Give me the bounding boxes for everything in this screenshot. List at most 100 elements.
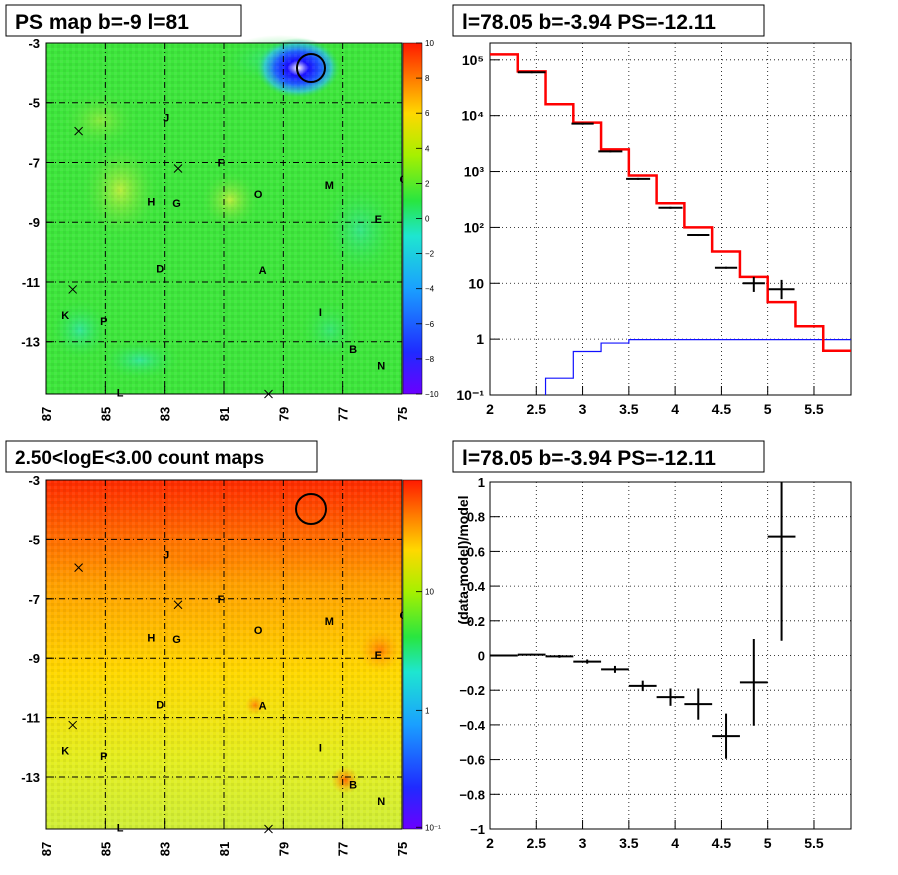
x-tick-label: 4 <box>671 835 679 851</box>
cross-marker <box>74 126 83 136</box>
y-tick-label: 10² <box>464 219 485 235</box>
y-tick-label: 0.4 <box>467 579 486 594</box>
count-colorbar-labels: 10 1 10⁻¹ <box>416 588 441 832</box>
y-tick-label: 0.8 <box>467 510 485 525</box>
residual-axis-ticks: 1 0.8 0.6 0.4 0.2 0 −0.2 −0.4 −0.6 −0.8 −12 2.5 3 3.5… <box>459 475 824 851</box>
x-tick-label: 3.5 <box>619 835 639 851</box>
spectrum-panel: l=78.05 b=-3.94 PS=-12.11 10⁻¹11010²10³1… <box>452 4 852 417</box>
x-tick-label: 5.5 <box>804 401 824 417</box>
source-label: P <box>100 751 107 763</box>
y-tick-label: 1 <box>478 475 485 490</box>
source-label: F <box>218 594 225 606</box>
ps-map-grid <box>46 43 402 394</box>
source-label: E <box>375 214 382 226</box>
x-tick-label: 3 <box>579 401 587 417</box>
cross-marker <box>74 563 83 572</box>
colorbar-label: −10 <box>425 390 439 399</box>
map-y-tick-label: -7 <box>28 592 40 607</box>
colorbar-label: −8 <box>425 355 435 364</box>
x-tick-label: 2 <box>486 835 494 851</box>
count-map-grid <box>46 480 402 829</box>
source-label: G <box>172 198 181 210</box>
source-label: H <box>147 632 155 644</box>
spectrum-title: l=78.05 b=-3.94 PS=-12.11 <box>462 11 716 34</box>
spectrum-axis-ticks: 10⁻¹ 1 10 10² 10³ 10⁴ 10⁵ 2 2.5 3 3.5 4 4.5 5 5.5 <box>456 52 824 417</box>
map-y-tick-label: -11 <box>22 275 40 290</box>
map-x-tick-label: 77 <box>336 842 351 856</box>
source-label: L <box>117 823 124 835</box>
x-tick-label: 3 <box>579 835 587 851</box>
source-label: N <box>377 796 385 808</box>
map-x-tick-label: 85 <box>98 842 113 856</box>
count-map-title: 2.50<logE<3.00 count maps <box>15 448 264 469</box>
colorbar-label: −6 <box>425 320 435 329</box>
x-tick-label: 3.5 <box>619 401 639 417</box>
source-label: A <box>259 701 267 713</box>
map-x-tick-label: 81 <box>217 842 232 856</box>
source-label: G <box>172 634 181 646</box>
x-tick-label: 4.5 <box>712 835 732 851</box>
source-marker-circle <box>296 53 326 83</box>
count-map-labels: JFHGOMCEDAIKPBNL <box>61 549 407 834</box>
count-map-x-ticks: 87 85 83 81 79 77 75 <box>39 821 410 856</box>
y-tick-label: −1 <box>470 822 485 837</box>
source-label: B <box>349 779 357 791</box>
map-y-tick-label: -9 <box>28 215 40 230</box>
cross-marker <box>68 720 78 730</box>
source-label: O <box>254 625 263 637</box>
map-x-tick-label: 81 <box>217 407 232 421</box>
cross-marker <box>173 600 183 610</box>
count-map-y-ticks: -3 -5 -7 -9 -11 -13 <box>21 473 54 785</box>
colorbar-label: 8 <box>425 74 430 83</box>
map-y-tick-label: -13 <box>21 335 40 350</box>
y-tick-label: 0.6 <box>467 544 485 559</box>
source-label: K <box>61 310 69 322</box>
ps-map-x-ticks: 87 85 83 81 79 77 75 <box>39 386 410 421</box>
map-y-tick-label: -3 <box>28 36 40 51</box>
map-x-tick-label: 87 <box>39 842 54 856</box>
count-map-title-box <box>5 440 318 473</box>
source-label: M <box>325 180 334 192</box>
map-y-tick-label: -3 <box>28 473 40 488</box>
colorbar-label: 4 <box>425 144 430 153</box>
y-tick-label: −0.6 <box>459 753 485 768</box>
y-tick-label: 10⁻¹ <box>456 387 484 403</box>
source-label: P <box>100 316 107 328</box>
source-label: O <box>254 189 263 201</box>
colorbar-label: 10 <box>425 588 434 597</box>
colorbar-label: −2 <box>425 250 435 259</box>
x-tick-label: 5 <box>764 835 772 851</box>
source-label: F <box>218 157 225 169</box>
source-label: I <box>319 307 322 319</box>
x-tick-label: 4.5 <box>712 401 732 417</box>
source-label: L <box>117 388 124 400</box>
map-x-tick-label: 79 <box>276 842 291 856</box>
source-label: K <box>61 745 69 757</box>
map-y-tick-label: -9 <box>28 651 40 666</box>
map-y-tick-label: -5 <box>28 532 40 547</box>
blue-model-line <box>544 339 851 395</box>
count-source-marker-circle <box>295 493 327 525</box>
y-tick-label: 10 <box>468 275 484 291</box>
count-map-crosses <box>68 563 273 834</box>
colorbar-label: 2 <box>425 179 430 188</box>
map-x-tick-label: 75 <box>395 407 410 421</box>
ps-colorbar-labels: 10 8 6 4 2 0 −2 −4 −6 −8 −10 <box>416 39 439 399</box>
source-label: J <box>163 549 169 561</box>
residual-panel: l=78.05 b=-3.94 PS=-12.11 1 0.8 0.6 0.4 0.2 0… <box>452 440 852 851</box>
residual-title: l=78.05 b=-3.94 PS=-12.11 <box>462 447 716 470</box>
ps-map-image <box>46 35 402 394</box>
y-tick-label: 1 <box>476 331 484 347</box>
source-label: D <box>156 699 164 711</box>
x-tick-label: 2.5 <box>527 401 547 417</box>
spectrum-grid <box>490 43 851 395</box>
spectrum-title-box <box>452 4 765 37</box>
colorbar-label: −4 <box>425 285 435 294</box>
cross-marker <box>68 285 78 294</box>
ps-map-title: PS map b=-9 l=81 <box>15 11 189 34</box>
spectrum-data-points <box>517 71 795 300</box>
map-y-tick-label: -11 <box>22 711 40 726</box>
ps-map-crosses <box>68 126 273 399</box>
y-tick-label: 0 <box>478 649 485 664</box>
